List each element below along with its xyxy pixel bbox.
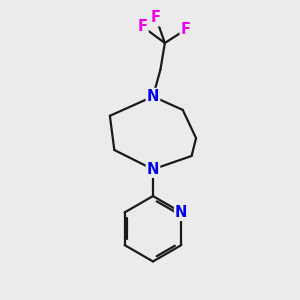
Text: N: N [147,89,159,104]
Text: F: F [138,19,148,34]
Text: F: F [151,10,161,25]
Text: F: F [181,22,191,37]
Text: N: N [147,162,159,177]
Text: N: N [175,205,188,220]
